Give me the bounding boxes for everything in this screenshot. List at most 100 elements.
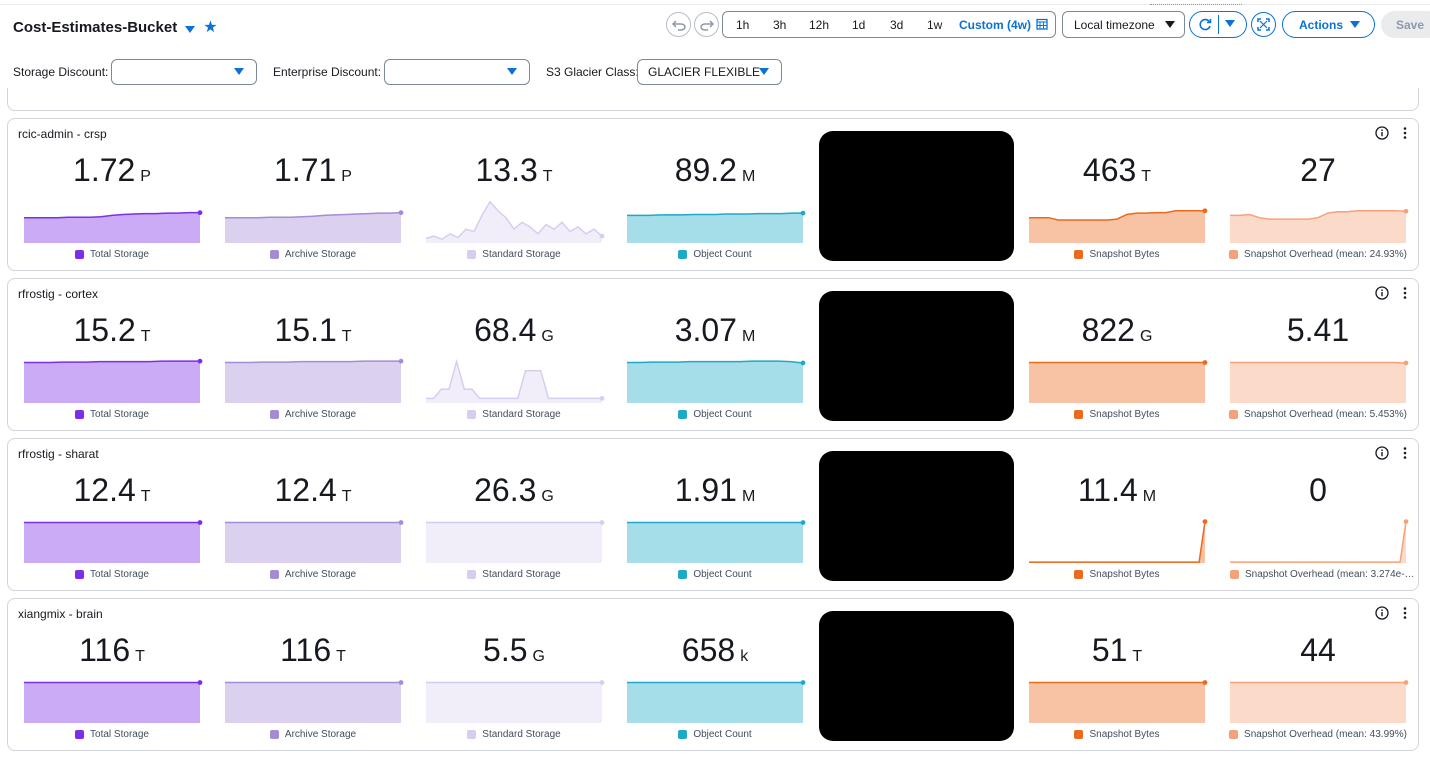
legend-swatch — [269, 410, 279, 419]
sparkline-chart — [24, 680, 203, 723]
undo-button[interactable] — [666, 12, 691, 37]
fullscreen-button[interactable] — [1251, 12, 1276, 37]
stat-unit: T — [542, 168, 553, 185]
info-icon[interactable] — [1375, 126, 1389, 140]
time-range-1h[interactable]: 1h — [736, 18, 750, 32]
refresh-interval-dropdown[interactable] — [1225, 20, 1235, 27]
sparkline-chart — [627, 680, 806, 723]
stat-value: 3.07 M — [626, 312, 804, 349]
sparkline-line — [627, 212, 803, 217]
sparkline-chart — [1029, 360, 1208, 403]
bucket-panel: xiangmix - brain 116 T Total Storage 116 T Arc… — [7, 598, 1419, 751]
stat-value: 1.71 P — [224, 152, 402, 189]
time-range-1d[interactable]: 1d — [852, 18, 866, 32]
more-options-icon[interactable] — [1401, 606, 1409, 620]
legend-label: Archive Storage — [284, 249, 357, 260]
panel-title: rfrostig - sharat — [18, 447, 99, 461]
sparkline-last-point — [800, 520, 806, 525]
sparkline-area — [225, 522, 401, 563]
stat-object-count: 89.2 M Object Count — [626, 119, 806, 272]
legend-swatch — [467, 250, 477, 259]
stat-number: 116 — [280, 632, 332, 668]
legend-swatch — [75, 570, 85, 579]
info-icon[interactable] — [1375, 446, 1389, 460]
stat-legend: Snapshot Overhead (mean: 43.99%) — [1229, 729, 1407, 740]
stat-unit: T — [1141, 168, 1152, 185]
time-range-3d[interactable]: 3d — [890, 18, 904, 32]
sparkline-area — [225, 682, 401, 723]
sparkline-chart — [426, 520, 605, 563]
sparkline-last-point — [1202, 680, 1208, 685]
sparkline-chart — [1230, 519, 1409, 563]
top-accent-line — [1150, 4, 1242, 5]
actions-button[interactable]: Actions — [1282, 11, 1375, 38]
title-dropdown-icon[interactable] — [185, 25, 196, 33]
chevron-down-icon — [1225, 20, 1235, 27]
more-options-icon[interactable] — [1401, 446, 1409, 460]
legend-swatch — [75, 410, 85, 419]
calendar-icon[interactable] — [1036, 18, 1048, 30]
stat-number: 116 — [79, 632, 131, 668]
stat-snapshot-overhead: 44 Snapshot Overhead (mean: 43.99%) — [1229, 599, 1409, 752]
stat-unit: G — [1139, 328, 1153, 345]
legend-swatch — [1230, 570, 1239, 579]
sparkline-area — [426, 522, 602, 563]
redo-button[interactable] — [694, 12, 719, 37]
sparkline-area — [426, 361, 602, 403]
time-range-3h[interactable]: 3h — [773, 18, 787, 32]
stat-legend: Snapshot Bytes — [1028, 249, 1206, 260]
stat-legend: Archive Storage — [224, 729, 402, 740]
save-button[interactable]: Save — [1381, 11, 1430, 38]
refresh-button[interactable] — [1196, 16, 1213, 33]
time-range-custom-4w[interactable]: Custom (4w) — [959, 18, 1031, 32]
sparkline-area — [24, 522, 200, 563]
sparkline-area — [24, 361, 200, 403]
stat-legend: Standard Storage — [425, 569, 603, 580]
stat-number: 463 — [1082, 152, 1137, 188]
stat-snapshot-bytes: 822 G Snapshot Bytes — [1028, 279, 1208, 432]
stat-number: 0 — [1309, 472, 1327, 508]
info-icon[interactable] — [1375, 606, 1389, 620]
legend-swatch — [1229, 410, 1239, 419]
info-icon[interactable] — [1375, 286, 1389, 300]
timezone-label: Local timezone — [1074, 17, 1155, 32]
storage-discount-select[interactable] — [111, 59, 257, 85]
more-options-icon[interactable] — [1401, 126, 1409, 140]
sparkline-chart — [627, 360, 806, 403]
save-label: Save — [1396, 17, 1425, 32]
sparkline-chart — [1230, 360, 1409, 403]
sparkline-area — [1230, 521, 1406, 563]
sparkline-area — [1230, 362, 1406, 403]
sparkline-chart — [426, 358, 605, 403]
redacted-chart — [819, 291, 1014, 421]
stat-standard-storage: 26.3 G Standard Storage — [425, 439, 605, 592]
stat-legend: Object Count — [626, 249, 804, 260]
favorite-star-icon[interactable]: ★ — [203, 18, 218, 36]
sparkline-chart — [24, 520, 203, 563]
legend-swatch — [1074, 570, 1084, 579]
timezone-select[interactable]: Local timezone — [1062, 11, 1185, 38]
sparkline-area — [225, 212, 401, 243]
stat-legend: Standard Storage — [425, 729, 603, 740]
sparkline-chart — [1029, 208, 1208, 243]
sparkline-chart — [24, 358, 203, 403]
sparkline-last-point — [1403, 519, 1409, 524]
stat-legend: Snapshot Bytes — [1028, 569, 1206, 580]
sparkline-area — [426, 201, 602, 243]
glacier-class-select[interactable]: GLACIER FLEXIBLE — [637, 59, 782, 85]
redo-icon — [699, 19, 714, 31]
stat-archive-storage: 1.71 P Archive Storage — [224, 119, 404, 272]
more-options-icon[interactable] — [1401, 286, 1409, 300]
stat-legend: Standard Storage — [425, 249, 603, 260]
time-range-12h[interactable]: 12h — [809, 18, 830, 32]
legend-label: Object Count — [693, 409, 752, 420]
stat-value: 5.41 — [1229, 312, 1407, 349]
stat-object-count: 658 k Object Count — [626, 599, 806, 752]
sparkline-area — [225, 361, 401, 403]
stat-unit: T — [140, 488, 151, 505]
enterprise-discount-select[interactable] — [384, 59, 530, 85]
sparkline-last-point — [1202, 360, 1208, 365]
time-range-1w[interactable]: 1w — [927, 18, 943, 32]
stat-number: 1.72 — [73, 152, 136, 188]
stat-value: 1.72 P — [23, 152, 201, 189]
